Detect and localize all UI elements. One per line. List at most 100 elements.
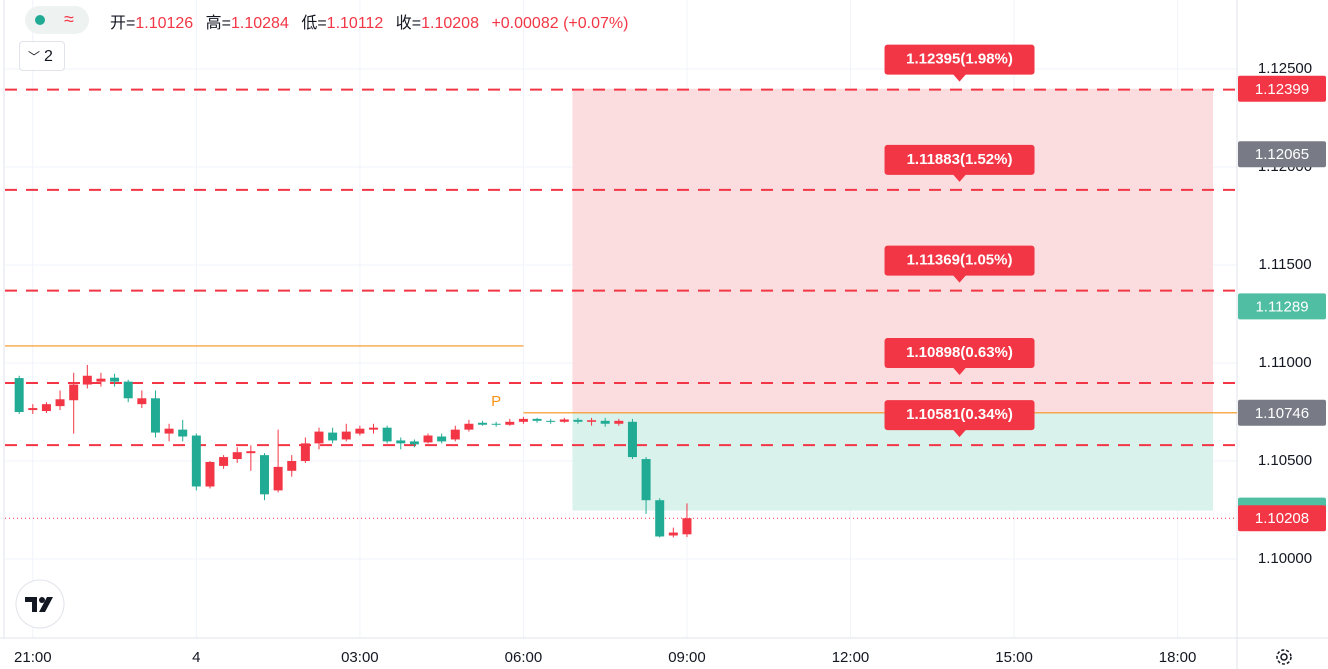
settings-icon[interactable] <box>1276 649 1292 665</box>
level-label-text: 1.11369(1.05%) <box>907 252 1013 269</box>
y-tick-label: 1.11000 <box>1258 354 1311 371</box>
logo-bg <box>15 579 65 629</box>
level-label: 1.11369(1.05%) <box>884 245 1035 283</box>
level-label-tip <box>952 73 967 82</box>
candle-body <box>273 466 283 491</box>
candle-body <box>437 436 447 442</box>
candle-body <box>478 422 488 425</box>
candle-body <box>409 441 419 445</box>
level-label-tip <box>952 274 967 283</box>
logo-mark <box>25 597 53 612</box>
ohlc-value: 1.10208 <box>421 15 479 32</box>
candle-body <box>55 399 65 407</box>
level-label-text: 1.10898(0.63%) <box>906 344 1013 361</box>
candle-body <box>559 419 569 422</box>
candle-body <box>546 420 556 422</box>
collapse-button[interactable]: ﹀ 2 <box>19 41 65 71</box>
level-label-box <box>884 400 1035 431</box>
candle-body <box>505 421 515 425</box>
ohlc-label: 低= <box>301 15 327 32</box>
level-label: 1.11883(1.52%) <box>884 144 1035 182</box>
level-label-box <box>884 44 1035 75</box>
x-tick-label: 15:00 <box>995 649 1033 666</box>
candle-body <box>627 421 637 458</box>
level-label-tip <box>952 173 967 182</box>
y-tick-label: 1.10000 <box>1258 550 1312 567</box>
y-tick-label: 1.10500 <box>1258 452 1312 469</box>
candle-body <box>355 428 365 434</box>
svg-text:≈: ≈ <box>64 9 74 29</box>
candle-body <box>614 420 624 424</box>
change: +0.00082 (+0.07%) <box>491 15 629 32</box>
level-label-tip <box>952 429 967 438</box>
gear-hub <box>1280 653 1288 661</box>
candle-body <box>682 518 692 535</box>
candle-body <box>655 500 665 537</box>
price-tag-bg <box>1238 293 1326 320</box>
candle-body <box>328 432 338 441</box>
entry-tag-bg <box>1238 399 1326 426</box>
x-tick-label: 21:00 <box>14 649 52 666</box>
candle-body <box>573 419 583 422</box>
candle-body <box>287 461 297 471</box>
level-label-box <box>884 245 1035 276</box>
candle-body <box>69 384 79 401</box>
candle-body <box>341 431 351 440</box>
candle-body <box>450 429 460 440</box>
candle-body <box>464 423 474 430</box>
candle-body <box>28 408 38 411</box>
ohlc-value: 1.10126 <box>135 15 194 32</box>
x-tick-label: 06:00 <box>505 649 543 666</box>
x-tick-label: 18:00 <box>1159 649 1197 666</box>
last-price-tag: 1.10208 <box>1255 510 1309 527</box>
candle-body <box>396 440 406 444</box>
candle-body <box>668 532 678 536</box>
candle-body <box>382 427 392 442</box>
level-label-box <box>884 337 1035 368</box>
level-label-text: 1.11883(1.52%) <box>907 151 1013 168</box>
last-price-tag-bg <box>1238 505 1326 532</box>
ohlc-label: 收= <box>395 15 422 32</box>
x-tick-label: 12:00 <box>832 649 870 666</box>
candle-body <box>369 427 379 430</box>
symbol-status[interactable]: ≈ <box>25 6 89 34</box>
x-tick-label: 03:00 <box>341 649 379 666</box>
logo-dot <box>39 597 45 603</box>
candle-body <box>96 378 106 382</box>
count: 2 <box>44 48 53 65</box>
ohlc-label: 高= <box>205 15 232 32</box>
gear-ring <box>1276 649 1292 665</box>
candle-body <box>587 420 597 422</box>
level-label-text: 1.12395(1.98%) <box>906 51 1013 68</box>
level-label: 1.10898(0.63%) <box>884 337 1035 375</box>
candle-body <box>150 398 160 433</box>
candle-body <box>219 457 229 466</box>
candle-body <box>82 375 92 385</box>
chevron: ﹀ <box>28 50 41 64</box>
status-icons: ≈ <box>35 9 74 29</box>
level-label-tip <box>952 366 967 375</box>
x-tick-label: 4 <box>192 649 200 666</box>
candle-body <box>110 377 120 382</box>
stop-tag: 1.12399 <box>1255 81 1309 98</box>
candle-body <box>178 429 188 437</box>
ohlc-label: 开= <box>110 15 136 32</box>
level-label-box <box>884 144 1035 175</box>
candle-body <box>314 431 324 444</box>
level-label-text: 1.10581(0.34%) <box>906 406 1013 423</box>
y-tick-label: 1.12500 <box>1258 60 1312 77</box>
ohlc-value: 1.10284 <box>231 15 289 32</box>
stop-tag-bg <box>1238 75 1326 102</box>
x-tick-label: 09:00 <box>668 649 706 666</box>
candle-body <box>232 452 242 460</box>
candle-body <box>137 398 147 405</box>
ohlc-header: 开=1.10126 高=1.10284 低=1.10112 收=1.10208 … <box>110 9 636 33</box>
logo <box>15 579 65 629</box>
price-tag: 1.11289 <box>1255 298 1308 315</box>
candle-body <box>205 461 215 487</box>
candle-body <box>123 381 133 399</box>
candle-body <box>164 428 174 434</box>
ohlc-value: 1.10112 <box>326 15 384 32</box>
